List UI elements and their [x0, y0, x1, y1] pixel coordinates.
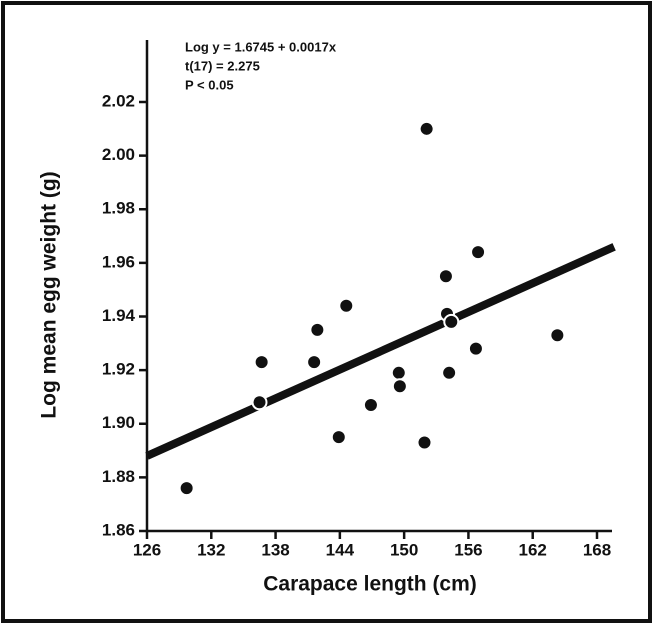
x-tick-label: 162 [519, 540, 547, 559]
y-tick-label: 1.86 [102, 520, 135, 539]
x-axis-label: Carapace length (cm) [263, 573, 477, 596]
point [437, 268, 454, 285]
point [549, 327, 566, 344]
point [330, 429, 347, 446]
y-axis-label: Log mean egg weight (g) [38, 171, 61, 418]
point [306, 354, 323, 371]
point [443, 313, 460, 330]
point [418, 120, 435, 137]
x-tick-label: 132 [197, 540, 225, 559]
y-tick-label: 1.98 [102, 199, 135, 218]
y-tick-label: 1.90 [102, 413, 135, 432]
y-tick-label: 1.92 [102, 360, 135, 379]
point [391, 378, 408, 395]
y-tick-label: 2.00 [102, 145, 135, 164]
regression-line [145, 243, 616, 460]
point [470, 244, 487, 261]
x-tick-label: 126 [133, 540, 161, 559]
annotation: P < 0.05 [185, 77, 234, 92]
point [309, 321, 326, 338]
y-tick-label: 1.88 [102, 467, 135, 486]
point [338, 297, 355, 314]
point [467, 340, 484, 357]
x-tick-label: 144 [326, 540, 355, 559]
x-tick-label: 138 [261, 540, 289, 559]
point [362, 396, 379, 413]
point [253, 354, 270, 371]
x-tick-label: 168 [583, 540, 611, 559]
annotation: t(17) = 2.275 [185, 58, 260, 73]
y-tick-label: 1.96 [102, 252, 135, 271]
x-tick-label: 156 [454, 540, 482, 559]
point [416, 434, 433, 451]
point [390, 364, 407, 381]
y-tick-label: 2.02 [102, 91, 135, 110]
point [441, 364, 458, 381]
x-tick-label: 150 [390, 540, 418, 559]
point [178, 480, 195, 497]
y-tick-label: 1.94 [102, 306, 136, 325]
point [251, 394, 268, 411]
annotation: Log y = 1.6745 + 0.0017x [185, 39, 337, 54]
